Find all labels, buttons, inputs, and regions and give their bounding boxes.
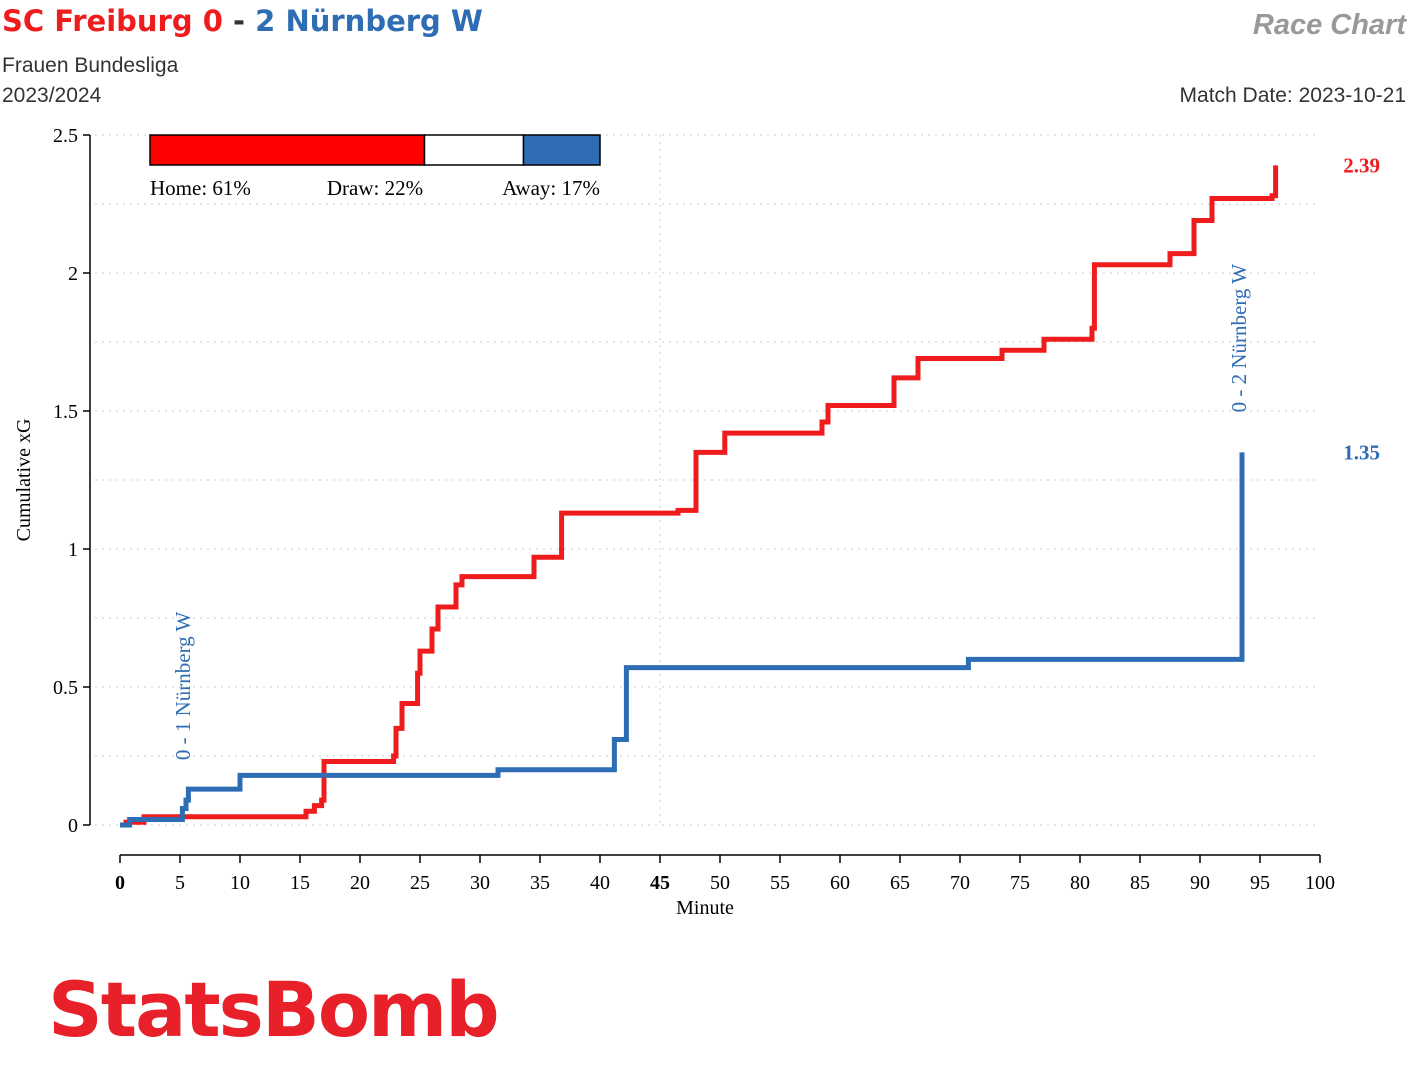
- y-axis-label: Cumulative xG: [13, 419, 35, 542]
- draw-prob-label: Draw: 22%: [327, 176, 423, 200]
- goal-annotation: 0 - 2 Nürnberg W: [1227, 264, 1251, 413]
- away-score: 2: [255, 4, 276, 38]
- x-tick-label: 90: [1190, 872, 1210, 894]
- x-tick-label: 25: [410, 872, 430, 894]
- y-tick-label: 2: [68, 263, 78, 285]
- home-xg-line: [120, 165, 1279, 828]
- home-win-prob-label: Home: 61%: [150, 176, 251, 200]
- x-axis-label: Minute: [676, 897, 734, 919]
- away-win-prob-label: Away: 17%: [502, 176, 600, 200]
- match-date: Match Date: 2023-10-21: [1179, 84, 1406, 107]
- y-tick-label: 0: [68, 815, 78, 837]
- x-tick-label: 10: [230, 872, 250, 894]
- race-chart: 0 0.5 1 1.5 2 2.5 Cumulative xG 0 5 10 15 20 25 30 35 4…: [13, 125, 1380, 919]
- x-tick-label: 85: [1130, 872, 1150, 894]
- x-tick-label: 80: [1070, 872, 1090, 894]
- season-label: 2023/2024: [2, 84, 102, 107]
- away-team-name: Nürnberg W: [285, 4, 483, 38]
- competition-name: Frauen Bundesliga: [2, 54, 179, 77]
- x-tick-label: 45: [650, 872, 670, 894]
- statsbomb-logo: StatsBomb: [48, 965, 500, 1054]
- x-tick-label: 15: [290, 872, 310, 894]
- y-tick-label: 1: [68, 539, 78, 561]
- win-prob-segment: [522, 134, 601, 166]
- x-tick-label: 0: [115, 872, 125, 894]
- chart-type-label: Race Chart: [1252, 9, 1406, 41]
- home-final-xg: 2.39: [1343, 153, 1380, 177]
- x-tick-label: 5: [175, 872, 185, 894]
- x-tick-label: 55: [770, 872, 790, 894]
- y-tick-label: 0.5: [53, 677, 78, 699]
- x-tick-label: 100: [1305, 872, 1335, 894]
- x-tick-label: 60: [830, 872, 850, 894]
- score-separator: -: [233, 4, 246, 38]
- x-tick-label: 65: [890, 872, 910, 894]
- x-tick-label: 20: [350, 872, 370, 894]
- home-score: 0: [202, 4, 223, 38]
- win-prob-segment: [149, 134, 426, 166]
- x-tick-label: 70: [950, 872, 970, 894]
- y-tick-label: 2.5: [53, 125, 78, 147]
- x-tick-label: 30: [470, 872, 490, 894]
- x-tick-label: 95: [1250, 872, 1270, 894]
- x-tick-label: 40: [590, 872, 610, 894]
- x-tick-label: 75: [1010, 872, 1030, 894]
- x-tick-label: 35: [530, 872, 550, 894]
- win-prob-segment: [423, 134, 525, 166]
- away-xg-line: [120, 452, 1245, 828]
- goal-annotation: 0 - 1 Nürnberg W: [171, 611, 195, 760]
- y-tick-label: 1.5: [53, 401, 78, 423]
- away-final-xg: 1.35: [1343, 440, 1380, 464]
- match-title: SC Freiburg 0 - 2 Nürnberg W: [2, 4, 483, 38]
- home-team-name: SC Freiburg: [2, 4, 193, 38]
- x-tick-label: 50: [710, 872, 730, 894]
